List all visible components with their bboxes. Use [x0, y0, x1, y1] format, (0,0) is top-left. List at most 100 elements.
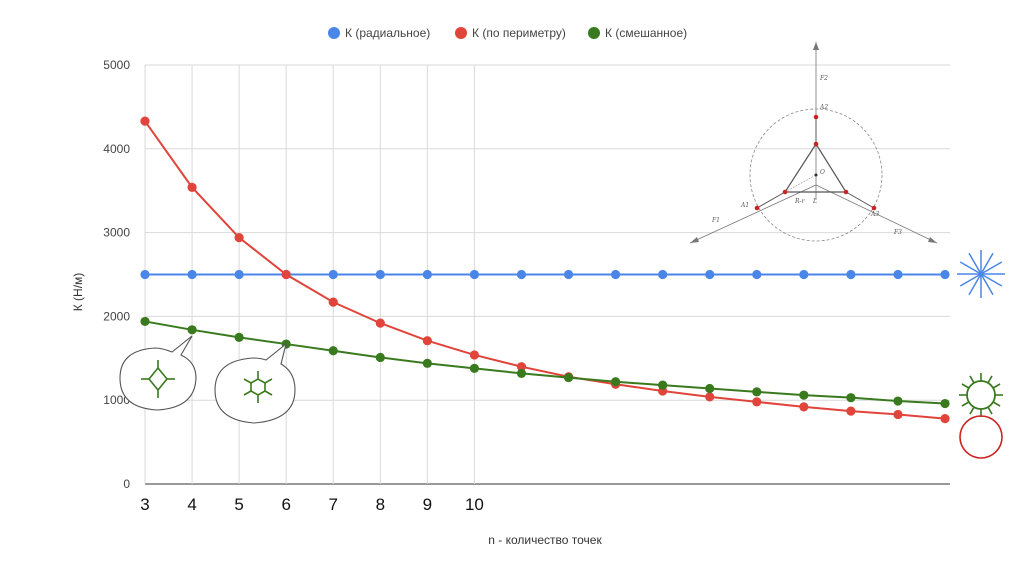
point-s2-x8 [375, 352, 385, 363]
inset-axis-right [815, 184, 938, 244]
point-s0-x16 [752, 269, 762, 280]
star-ray-5 [959, 261, 1003, 287]
point-s1-x20 [940, 414, 950, 424]
sunburst-ray-10 [987, 375, 993, 384]
point-s0-x11 [516, 269, 527, 280]
inset-label-f2: F2 [819, 75, 828, 82]
point-s2-x20 [940, 398, 950, 409]
sunburst-ray-4 [969, 406, 975, 415]
y-tick-1000: 1000 [103, 393, 130, 407]
point-s2-x9 [422, 358, 432, 368]
sunburst-ring [966, 380, 996, 410]
series-line-1 [144, 120, 946, 420]
inset-label-a3: A3 [870, 211, 879, 218]
radial-star-icon [957, 250, 1005, 298]
inset-label-f3: F3 [893, 229, 902, 236]
x-tick-4: 4 [187, 495, 196, 514]
diamond-speech-bubble [119, 335, 197, 411]
hexagon-shape-icon [243, 371, 273, 403]
inset-label-f1: F1 [711, 217, 720, 224]
sunburst-ray-1 [992, 401, 1001, 407]
point-s2-x7 [328, 346, 338, 356]
inset-arrow-up-icon [813, 42, 819, 50]
x-tick-3: 3 [140, 495, 149, 514]
point-s1-x10 [469, 350, 480, 360]
point-s1-x8 [375, 318, 385, 328]
sunburst-ray-7 [961, 383, 970, 389]
hexagon-speech-bubble [214, 342, 296, 424]
point-s0-x18 [846, 269, 856, 280]
sunburst-ray-11 [992, 383, 1001, 389]
point-s1-x5 [234, 233, 244, 243]
inset-label-a1: A1 [740, 202, 749, 209]
point-s2-x19 [893, 396, 903, 406]
inset-axis-left [689, 184, 817, 244]
inset-arrow-left-icon [690, 237, 699, 243]
point-s1-x17 [799, 402, 809, 412]
point-s0-x20 [940, 269, 950, 280]
point-s0-x4 [187, 269, 197, 280]
point-s2-x12 [563, 372, 574, 383]
x-tick-8: 8 [376, 495, 385, 514]
sunburst-ray-8 [969, 375, 975, 384]
point-s1-x6 [281, 269, 291, 280]
y-tick-labels: 0 1000 2000 3000 4000 5000 [103, 58, 130, 491]
point-s0-x19 [893, 269, 903, 280]
point-s1-x16 [752, 397, 762, 407]
legend: К (радиальное) К (по периметру) К (смешанн… [328, 26, 687, 40]
point-s0-x8 [375, 269, 385, 280]
legend-marker-1 [455, 27, 467, 39]
point-s1-x19 [893, 409, 903, 420]
inset-label-o: O [820, 169, 825, 176]
point-s0-x3 [140, 269, 150, 280]
point-s2-x10 [469, 363, 480, 373]
x-tick-6: 6 [281, 495, 290, 514]
legend-marker-2 [588, 27, 600, 39]
point-s0-x12 [563, 269, 574, 280]
diamond-shape-icon [141, 360, 175, 398]
legend-label-1: К (по периметру) [472, 26, 566, 40]
point-s0-x9 [422, 269, 432, 280]
point-s1-x11 [516, 362, 527, 372]
y-tick-2000: 2000 [103, 309, 130, 323]
point-s2-x15 [705, 383, 715, 394]
point-s2-x13 [611, 377, 621, 387]
sunburst-icon [959, 373, 1003, 417]
point-s1-x15 [705, 392, 715, 402]
inset-label-l: L [812, 198, 817, 205]
point-s2-x16 [752, 387, 762, 397]
series-line-2 [144, 320, 946, 405]
point-s2-x4 [187, 325, 197, 335]
inset-triangle [783, 142, 848, 193]
inset-arrow-right-icon [928, 237, 937, 243]
point-s1-x7 [328, 297, 338, 307]
x-axis-title: n - количество точек [488, 533, 602, 547]
point-s2-x3 [140, 316, 150, 327]
point-s0-x13 [611, 269, 621, 280]
point-s0-x5 [234, 269, 244, 280]
point-s2-x18 [846, 393, 856, 403]
point-s2-x5 [234, 332, 244, 342]
point-s1-x18 [846, 406, 856, 416]
y-tick-5000: 5000 [103, 58, 130, 72]
y-axis-title: К (Н/м) [71, 273, 85, 312]
inset-force-diagram: F2 A2 O A1 A3 R-r L F1 F3 [689, 42, 938, 244]
inset-label-rr: R-r [794, 198, 806, 205]
y-tick-3000: 3000 [103, 226, 130, 240]
point-s2-x17 [799, 390, 809, 400]
point-s0-x7 [328, 269, 338, 280]
point-s1-x9 [422, 336, 432, 346]
circle-icon [959, 415, 1003, 459]
legend-marker-0 [328, 27, 340, 39]
legend-label-0: К (радиальное) [345, 26, 430, 40]
x-tick-9: 9 [423, 495, 432, 514]
point-s2-x14 [658, 380, 668, 390]
sunburst-ray-2 [987, 406, 993, 415]
point-s0-x10 [469, 269, 480, 280]
point-s1-x4 [187, 182, 197, 192]
inset-label-a2: A2 [819, 104, 828, 111]
y-tick-4000: 4000 [103, 142, 130, 156]
x-tick-7: 7 [329, 495, 338, 514]
x-tick-labels: 3 4 5 6 7 8 9 10 [140, 495, 484, 514]
